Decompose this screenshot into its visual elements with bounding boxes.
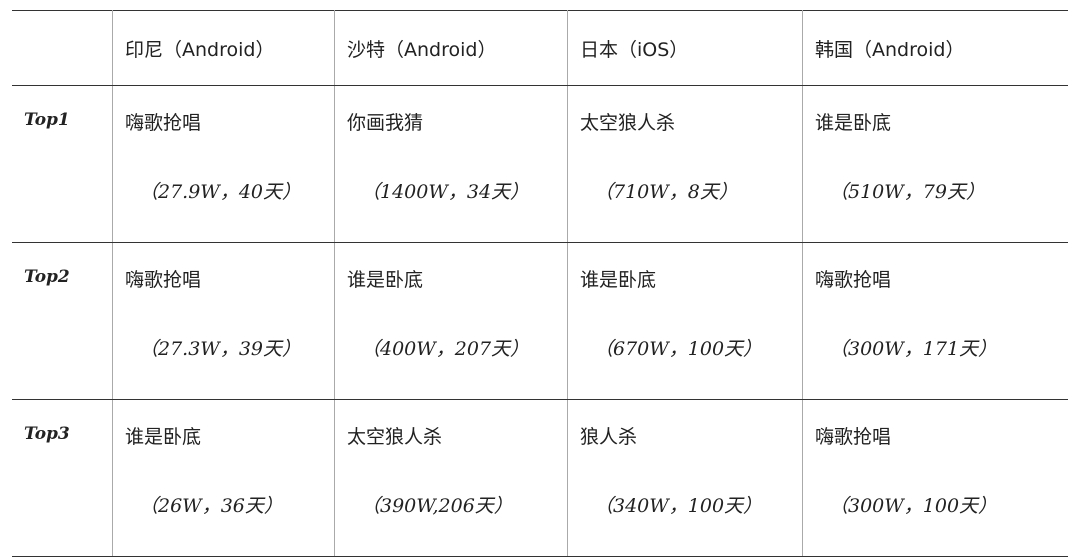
table-cell: 你画我猜 （1400W，34天）: [334, 85, 568, 243]
app-stat: （300W，100天）: [829, 495, 998, 517]
table-cell: 谁是卧底 （510W，79天）: [802, 85, 1068, 243]
app-name: 嗨歌抢唱: [125, 112, 202, 134]
table-row: Top1 嗨歌抢唱 （27.9W，40天） 你画我猜 （1400W，34天） 太空狼…: [12, 85, 1068, 243]
app-stat: （510W，79天）: [829, 181, 985, 203]
app-name: 谁是卧底: [815, 112, 892, 134]
app-stat: （300W，171天）: [829, 338, 998, 360]
app-stat: （27.3W，39天）: [139, 338, 302, 360]
table-cell: 嗨歌抢唱 （300W，171天）: [802, 242, 1068, 400]
header-cell: 韩国（Android）: [802, 10, 1068, 86]
app-stat: （1400W，34天）: [361, 181, 530, 203]
table-row: Top2 嗨歌抢唱 （27.3W，39天） 谁是卧底 （400W，207天） 谁是卧…: [12, 242, 1068, 400]
app-name: 嗨歌抢唱: [125, 269, 202, 291]
table-cell: 谁是卧底 （26W，36天）: [112, 399, 335, 557]
rank-cell: Top1: [12, 85, 113, 243]
app-stat: （390W,206天）: [361, 495, 513, 517]
table-cell: 狼人杀 （340W，100天）: [567, 399, 803, 557]
app-name: 太空狼人杀: [580, 112, 676, 134]
table-cell: 太空狼人杀 （390W,206天）: [334, 399, 568, 557]
table-row: Top3 谁是卧底 （26W，36天） 太空狼人杀 （390W,206天） 狼人杀 （…: [12, 399, 1068, 557]
header-cell: 印尼（Android）: [112, 10, 335, 86]
app-name: 嗨歌抢唱: [815, 426, 892, 448]
app-name: 太空狼人杀: [347, 426, 443, 448]
app-name: 谁是卧底: [125, 426, 202, 448]
header-cell: [12, 10, 113, 86]
app-stat: （26W，36天）: [139, 495, 283, 517]
header-cell: 日本（iOS）: [567, 10, 803, 86]
app-stat: （27.9W，40天）: [139, 181, 302, 203]
table-cell: 太空狼人杀 （710W，8天）: [567, 85, 803, 243]
app-stat: （400W，207天）: [361, 338, 530, 360]
rank-cell: Top3: [12, 399, 113, 557]
app-stat: （670W，100天）: [594, 338, 763, 360]
app-name: 谁是卧底: [580, 269, 657, 291]
app-name: 谁是卧底: [347, 269, 424, 291]
app-stat: （340W，100天）: [594, 495, 763, 517]
app-name: 嗨歌抢唱: [815, 269, 892, 291]
header-row: 印尼（Android） 沙特（Android） 日本（iOS） 韩国（Andro…: [12, 10, 1068, 86]
rank-cell: Top2: [12, 242, 113, 400]
app-name: 狼人杀: [580, 426, 638, 448]
table-cell: 嗨歌抢唱 （300W，100天）: [802, 399, 1068, 557]
table-cell: 嗨歌抢唱 （27.3W，39天）: [112, 242, 335, 400]
ranking-table: 印尼（Android） 沙特（Android） 日本（iOS） 韩国（Andro…: [12, 10, 1068, 557]
header-cell: 沙特（Android）: [334, 10, 568, 86]
table-cell: 谁是卧底 （400W，207天）: [334, 242, 568, 400]
app-stat: （710W，8天）: [594, 181, 738, 203]
table-cell: 谁是卧底 （670W，100天）: [567, 242, 803, 400]
table-cell: 嗨歌抢唱 （27.9W，40天）: [112, 85, 335, 243]
app-name: 你画我猜: [347, 112, 424, 134]
